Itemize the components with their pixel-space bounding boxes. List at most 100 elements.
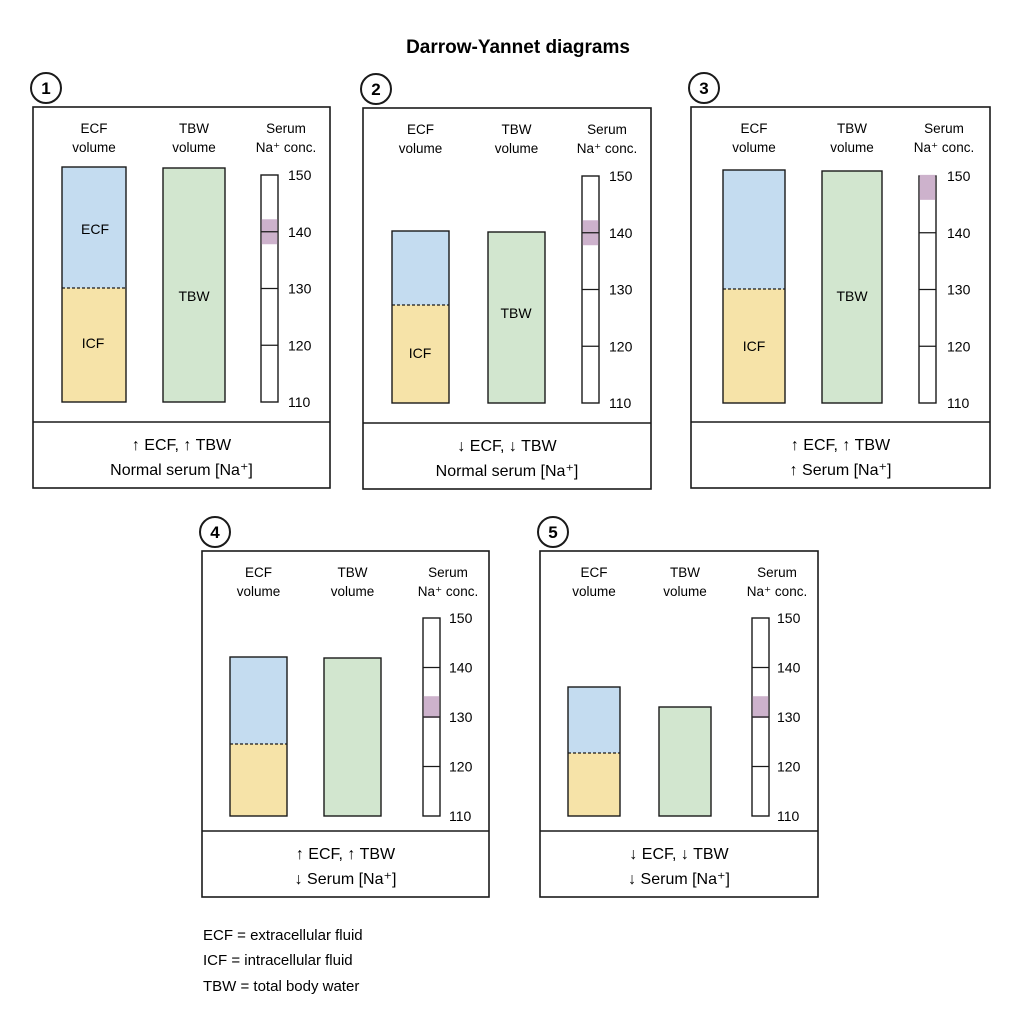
ecf-bar [230, 657, 287, 744]
scale-tick-label: 150 [947, 168, 971, 184]
ecf-bar [392, 231, 449, 305]
scale-tick-label: 150 [288, 167, 312, 183]
serum-header-line1: Serum [266, 121, 306, 136]
panel-number: 5 [548, 523, 557, 542]
tbw-bar [162, 167, 226, 403]
panel-number: 1 [41, 79, 50, 98]
ecf-header-line2: volume [399, 141, 443, 156]
serum-header-line2: Na⁺ conc. [256, 140, 316, 155]
panel-number-circle [537, 516, 569, 548]
panel-frame [539, 550, 819, 898]
tbw-header-line2: volume [331, 584, 375, 599]
serum-header-line1: Serum [757, 565, 797, 580]
scale-tick-label: 140 [288, 224, 312, 240]
scale-tick-label: 130 [449, 709, 473, 725]
legend-ecf: ECF = extracellular fluid [203, 927, 363, 944]
scale-tick-label: 150 [609, 168, 633, 184]
sodium-level-marker [752, 696, 769, 718]
ecf-header-line2: volume [732, 140, 776, 155]
icf-label: ICF [409, 345, 432, 361]
legend-tbw: TBW = total body water [203, 978, 359, 995]
tbw-header-line1: TBW [837, 121, 867, 136]
panel-number: 3 [699, 79, 708, 98]
panel-2: 2 ECF volume TBW volume Serum Na⁺ conc. ICF TBW 1… [360, 73, 652, 490]
ecf-header-line1: ECF [245, 565, 272, 580]
serum-header-line2: Na⁺ conc. [577, 141, 637, 156]
summary-line1: ↓ ECF, ↓ TBW [629, 846, 729, 863]
panel-frame [690, 106, 991, 489]
panel-number: 4 [210, 523, 220, 542]
ecf-header-line2: volume [572, 584, 616, 599]
figure-title: Darrow-Yannet diagrams [406, 37, 630, 58]
panel-3: 3 ECF volume TBW volume Serum Na⁺ conc. ICF TBW 1… [688, 72, 991, 489]
ecf-bar [723, 170, 785, 289]
scale-tick-label: 110 [449, 808, 472, 824]
serum-header-line2: Na⁺ conc. [914, 140, 974, 155]
panel-frame [362, 107, 652, 490]
panel-number-circle [688, 72, 720, 104]
scale-tick-label: 140 [777, 660, 801, 676]
ecf-header-line1: ECF [581, 565, 608, 580]
panel-1: 1 ECF volume TBW volume Serum Na⁺ conc. ECF ICF T… [30, 72, 331, 489]
scale-tick-label: 120 [947, 338, 971, 354]
ecf-icf-outline [722, 169, 786, 404]
scale-tick-label: 140 [947, 225, 971, 241]
scale-tick-label: 110 [609, 395, 632, 411]
summary-line1: ↑ ECF, ↑ TBW [132, 437, 232, 454]
panel-number-circle [199, 516, 231, 548]
panel-5: 5 ECF volume TBW volume Serum Na⁺ conc. 150 140 1… [537, 516, 819, 898]
ecf-bar [62, 167, 126, 288]
scale-tick-label: 110 [777, 808, 800, 824]
scale-tick-label: 130 [947, 282, 971, 298]
scale-tick-label: 140 [449, 660, 473, 676]
panel-frame [32, 106, 331, 489]
ecf-bar [568, 687, 620, 753]
summary-line1: ↓ ECF, ↓ TBW [457, 438, 557, 455]
summary-line2: ↓ Serum [Na⁺] [295, 871, 397, 888]
scale-tick-label: 110 [947, 395, 970, 411]
tbw-label: TBW [500, 305, 532, 321]
summary-line2: ↓ Serum [Na⁺] [628, 871, 730, 888]
summary-line1: ↑ ECF, ↑ TBW [296, 846, 396, 863]
scale-tick-label: 120 [777, 759, 801, 775]
tbw-bar [487, 231, 546, 404]
tbw-header-line1: TBW [502, 122, 532, 137]
panels: 1 ECF volume TBW volume Serum Na⁺ conc. ECF ICF T… [30, 72, 991, 898]
panel-number: 2 [371, 80, 380, 99]
summary-line2: Normal serum [Na⁺] [436, 463, 579, 480]
scale-tick-label: 130 [777, 709, 801, 725]
scale-tick-label: 150 [449, 610, 473, 626]
tbw-label: TBW [836, 288, 868, 304]
panel-number-circle [30, 72, 62, 104]
sodium-level-marker [423, 696, 440, 718]
ecf-header-line2: volume [72, 140, 116, 155]
tbw-header-line2: volume [830, 140, 874, 155]
ecf-icf-outline [567, 686, 621, 817]
panel-frame [201, 550, 490, 898]
serum-header-line1: Serum [428, 565, 468, 580]
summary-line1: ↑ ECF, ↑ TBW [791, 437, 891, 454]
tbw-header-line2: volume [172, 140, 216, 155]
ecf-icf-outline [391, 230, 450, 404]
tbw-header-line1: TBW [670, 565, 700, 580]
scale-tick-label: 120 [609, 338, 633, 354]
ecf-header-line1: ECF [407, 122, 434, 137]
icf-bar [230, 744, 287, 816]
serum-header-line2: Na⁺ conc. [418, 584, 478, 599]
tbw-header-line1: TBW [179, 121, 209, 136]
scale-tick-label: 120 [449, 759, 473, 775]
scale-tick-label: 110 [288, 394, 311, 410]
tbw-bar [821, 170, 883, 404]
serum-header-line2: Na⁺ conc. [747, 584, 807, 599]
scale-tick-label: 130 [288, 281, 312, 297]
summary-line2: Normal serum [Na⁺] [110, 462, 253, 479]
icf-bar [62, 288, 126, 402]
tbw-header-line1: TBW [338, 565, 368, 580]
icf-bar [568, 753, 620, 816]
tbw-bar [658, 706, 712, 817]
legend: ECF = extracellular fluid ICF = intracel… [203, 927, 363, 995]
icf-bar [723, 289, 785, 403]
ecf-header-line2: volume [237, 584, 281, 599]
icf-label: ICF [82, 335, 105, 351]
